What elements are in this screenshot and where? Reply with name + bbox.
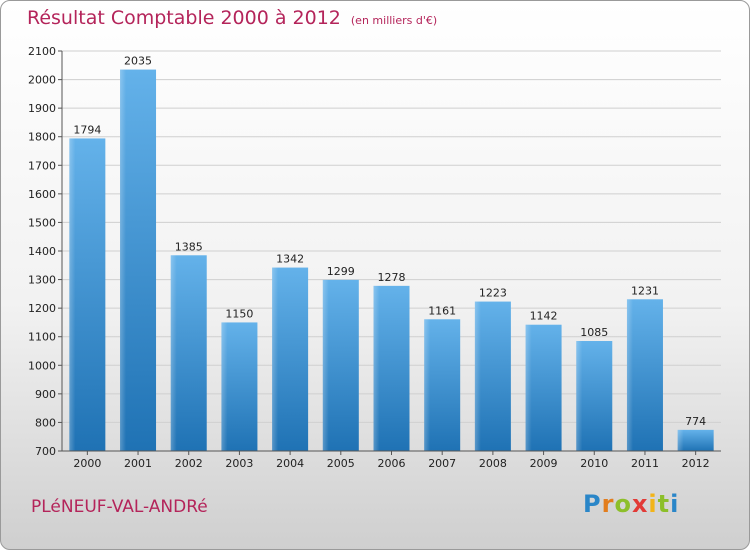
bar-value-label: 1150	[225, 307, 253, 320]
bar-highlight	[626, 299, 633, 451]
bar-value-label: 2035	[124, 55, 152, 68]
bar-value-label: 1385	[175, 240, 203, 253]
x-tick-label: 2006	[378, 457, 406, 470]
x-tick-label: 2008	[479, 457, 507, 470]
y-tick-label: 1700	[28, 159, 56, 172]
bar-highlight	[677, 429, 684, 451]
bar-value-label: 774	[685, 415, 706, 428]
bar-highlight	[69, 138, 76, 451]
bar-highlight	[474, 301, 481, 451]
y-tick-label: 1800	[28, 131, 56, 144]
y-tick-label: 1900	[28, 102, 56, 115]
logo-letter: i	[648, 490, 658, 518]
bar-highlight	[170, 255, 177, 451]
bar-highlight	[272, 267, 279, 451]
y-tick-label: 800	[35, 416, 56, 429]
bar-highlight	[322, 279, 329, 451]
bar-highlight	[120, 69, 127, 452]
y-tick-label: 1600	[28, 188, 56, 201]
y-tick-label: 1400	[28, 245, 56, 258]
chart-title: Résultat Comptable 2000 à 2012 (en millie…	[27, 7, 437, 29]
y-tick-label: 2100	[28, 45, 56, 58]
x-tick-label: 2004	[276, 457, 304, 470]
y-tick-label: 2000	[28, 74, 56, 87]
x-tick-label: 2000	[73, 457, 101, 470]
bars: 1794 2035 1385 1150 1342 1299 1278 1161 1223 1142…	[69, 55, 714, 452]
bar-value-label: 1142	[530, 310, 558, 323]
logo-letter: x	[631, 490, 649, 518]
y-tick-label: 1000	[28, 359, 56, 372]
city-name: PLéNEUF-VAL-ANDRé	[31, 497, 208, 517]
x-tick-label: 2012	[682, 457, 710, 470]
bar-highlight	[525, 324, 532, 451]
bar-highlight	[373, 285, 380, 451]
axes: 700 800 900 1000 1100 1200 1300 1400 1500 1600 170…	[28, 45, 721, 470]
bar-value-label: 1342	[276, 253, 304, 266]
x-tick-label: 2005	[327, 457, 355, 470]
bar-value-label: 1231	[631, 284, 659, 297]
bar-highlight	[221, 322, 228, 451]
logo-letter: o	[614, 490, 632, 518]
bar-value-label: 1278	[378, 271, 406, 284]
x-tick-label: 2010	[580, 457, 608, 470]
logo-letter: t	[657, 490, 671, 518]
logo-letter: r	[601, 490, 615, 518]
x-tick-label: 2011	[631, 457, 659, 470]
bar	[677, 429, 714, 451]
y-tick-label: 1100	[28, 331, 56, 344]
y-tick-label: 1200	[28, 302, 56, 315]
logo-letter: i	[670, 490, 680, 518]
bar-value-label: 1085	[580, 326, 608, 339]
logo-letter: P	[583, 490, 602, 518]
x-tick-label: 2001	[124, 457, 152, 470]
bar-value-label: 1794	[73, 123, 101, 136]
bar-highlight	[576, 341, 583, 451]
x-tick-label: 2002	[175, 457, 203, 470]
y-tick-label: 1300	[28, 274, 56, 287]
bar-value-label: 1161	[428, 304, 456, 317]
proxiti-logo: Proxiti	[583, 490, 679, 518]
x-tick-label: 2007	[428, 457, 456, 470]
bar-value-label: 1299	[327, 265, 355, 278]
y-tick-label: 1500	[28, 216, 56, 229]
bar-highlight	[424, 319, 431, 451]
chart-title-text: Résultat Comptable 2000 à 2012	[27, 7, 341, 29]
chart-unit: (en milliers d'€)	[350, 14, 438, 27]
y-tick-label: 900	[35, 388, 56, 401]
bar-value-label: 1223	[479, 287, 507, 300]
x-tick-label: 2009	[530, 457, 558, 470]
x-tick-label: 2003	[225, 457, 253, 470]
y-tick-label: 700	[35, 445, 56, 458]
